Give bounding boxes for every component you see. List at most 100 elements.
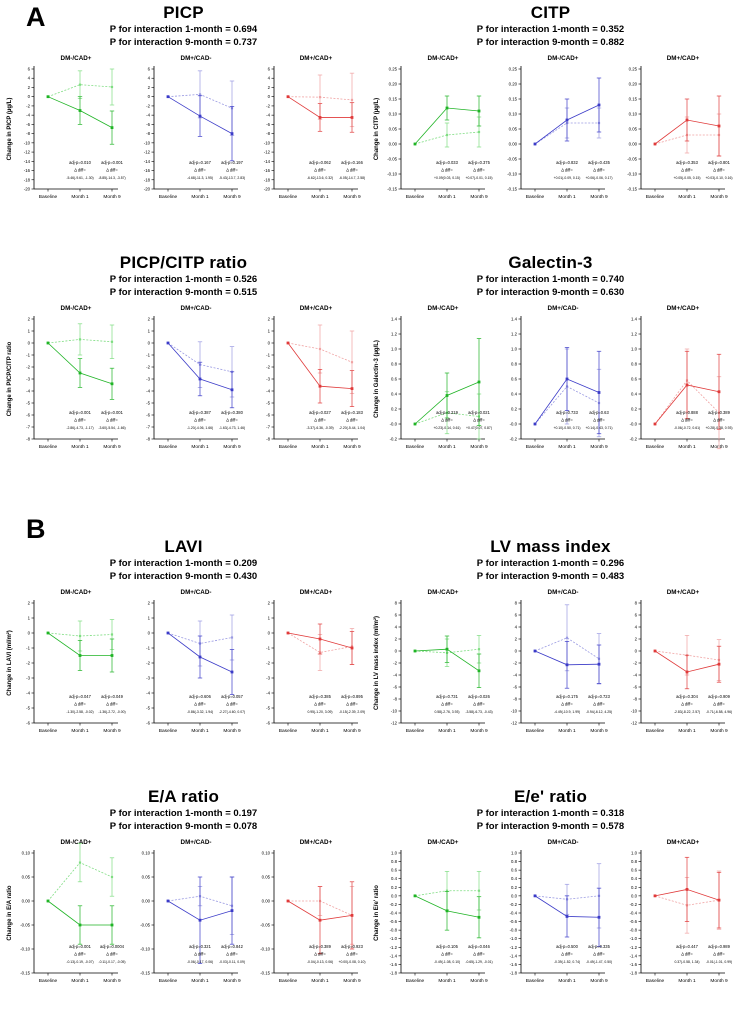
delta-diff-label: Δ diff=	[713, 702, 725, 707]
delta-diff-value: -0.39(-1.52, 0.74)	[553, 960, 579, 964]
delta-diff-value: -2.20(-5.44, 1.04)	[338, 426, 364, 430]
x-tick-label: Month 9	[590, 978, 608, 984]
y-tick-label: -2	[266, 661, 270, 666]
y-tick-label: 0.6	[511, 868, 518, 873]
subplot-title: DM-/CAD+	[60, 305, 91, 312]
y-tick-label: 1.4	[511, 317, 518, 322]
y-tick-label: 1.2	[511, 332, 518, 337]
y-tick-label: -6	[26, 721, 30, 726]
y-tick-label: -6	[26, 413, 30, 418]
subplot-row: DM-/CAD+ Change in CITP (µg/L) 0.25 0.20 0.1…	[367, 51, 734, 243]
y-tick-label: -0.2	[629, 902, 637, 907]
adj-p-annotation: adj-p=0.033	[436, 160, 458, 165]
y-tick-label: -0.10	[20, 947, 30, 952]
y-tick-label: -6	[633, 685, 637, 690]
adj-p-annotation: adj-p=0.105	[436, 944, 458, 949]
delta-diff-label: Δ diff=	[473, 952, 485, 957]
delta-diff-label: Δ diff=	[681, 168, 693, 173]
delta-diff-value: -0.49(-1.47, 0.50)	[585, 960, 611, 964]
y-tick-label: 0	[634, 649, 637, 654]
y-tick-label: -20	[143, 187, 150, 192]
y-tick-label: -0.2	[389, 902, 397, 907]
adj-p-annotation: adj-p=0.166	[341, 160, 363, 165]
subplot-row: DM-/CAD+ Change in E/e' ratio 1.0 0.8 0.6 0.4…	[367, 835, 734, 1027]
p-for-interaction-line: P for interaction 9-month = 0.430	[109, 570, 258, 582]
y-tick-label: -4	[146, 389, 150, 394]
y-tick-label: 0.00	[141, 899, 150, 904]
adj-p-annotation: adj-p=0.909	[708, 694, 730, 699]
p-for-interaction-line: P for interaction 1-month = 0.209	[109, 558, 258, 569]
delta-diff-value: +0.00(-0.08, 0.10)	[338, 960, 365, 964]
panel-b-label: B	[26, 514, 46, 544]
delta-diff-value: +0.47(0.07, 0.87)	[466, 426, 492, 430]
y-tick-label: -1.4	[509, 953, 517, 958]
y-tick-label: -1.0	[629, 936, 637, 941]
x-tick-label: Month 9	[343, 444, 361, 450]
y-tick-label: -2	[146, 661, 150, 666]
y-tick-label: -3	[266, 377, 270, 382]
delta-diff-label: Δ diff=	[314, 702, 326, 707]
y-tick-label: 1.0	[511, 347, 518, 352]
y-tick-label: -5	[26, 706, 30, 711]
y-tick-label: 0	[27, 94, 30, 99]
x-tick-label: Month 1	[71, 194, 89, 200]
delta-diff-value: -0.06(-0.72, 0.61)	[673, 426, 699, 430]
y-tick-label: 4	[147, 76, 150, 81]
y-tick-label: 0.8	[511, 859, 518, 864]
y-tick-label: -0.6	[389, 919, 397, 924]
adj-p-annotation: adj-p=0.989	[708, 944, 730, 949]
x-tick-label: Month 9	[343, 978, 361, 984]
y-tick-label: 0.6	[391, 377, 398, 382]
delta-diff-label: Δ diff=	[106, 418, 118, 423]
x-tick-label: Month 1	[311, 444, 329, 450]
y-tick-label: 0	[147, 94, 150, 99]
adj-p-annotation: adj-p=0.167	[189, 160, 211, 165]
y-tick-label: 0.4	[511, 876, 518, 881]
y-tick-label: 0.6	[391, 868, 398, 873]
y-tick-label: 1	[147, 329, 150, 334]
x-tick-label: Baseline	[525, 444, 544, 450]
delta-diff-value: -6.05(-14.7, 2.58)	[338, 176, 364, 180]
delta-diff-value: -0.15(-2.39, 2.09)	[338, 710, 364, 714]
delta-diff-value: -2.83(-8.22, 2.57)	[673, 710, 699, 714]
y-tick-label: -20	[263, 187, 270, 192]
y-tick-label: 2	[147, 85, 150, 90]
y-tick-label: -0.10	[260, 947, 270, 952]
delta-diff-value: 0.37(-0.58, 1.34)	[674, 960, 699, 964]
delta-diff-label: Δ diff=	[441, 702, 453, 707]
adj-p-annotation: adj-p=0.888	[676, 410, 698, 415]
x-tick-label: Month 1	[438, 194, 456, 200]
y-tick-label: -0.05	[387, 157, 397, 162]
y-tick-label: -1.4	[389, 953, 397, 958]
subplot-title: DM+/CAD-	[547, 589, 578, 596]
delta-diff-value: -5.46(-9.61, -1.30)	[66, 176, 93, 180]
x-tick-label: Baseline	[525, 194, 544, 200]
adj-p-annotation: adj-p=0.183	[341, 410, 363, 415]
x-tick-label: Month 1	[678, 444, 696, 450]
delta-diff-value: -6.62(-13.6, 0.32)	[306, 176, 332, 180]
adj-p-annotation: adj-p=0.385	[309, 694, 331, 699]
subplot-title: DM+/CAD+	[299, 55, 332, 62]
y-tick-label: 8	[514, 601, 517, 606]
y-tick-label: -1.2	[509, 945, 517, 950]
y-tick-label: -2	[146, 365, 150, 370]
y-tick-label: -18	[23, 177, 30, 182]
delta-diff-value: 0.95(-1.20, 3.09)	[307, 710, 332, 714]
y-tick-label: -0.15	[387, 187, 397, 192]
y-tick-label: 0.20	[628, 82, 637, 87]
y-tick-label: 1.4	[391, 317, 398, 322]
delta-diff-value: -0.03(-0.11, 0.09)	[219, 960, 245, 964]
adj-p-annotation: adj-p=0.380	[221, 410, 243, 415]
x-tick-label: Month 1	[558, 444, 576, 450]
delta-diff-value: +0.06(-0.06, 0.17)	[585, 176, 612, 180]
panel-a-groups: PICP P for interaction 1-month = 0.694 P f…	[0, 0, 735, 500]
y-tick-label: -7	[146, 425, 150, 430]
y-tick-label: -1.6	[389, 962, 397, 967]
y-tick-label: -2	[26, 365, 30, 370]
subplot-ee-ratio-1: DM+/CAD- 1.0 0.8 0.6 0.4 0.2 0.0 -0.2 -0.4 -0.6 -0…	[509, 839, 612, 984]
adj-p-annotation: adj-p=0.353	[676, 160, 698, 165]
chart-group-title: Galectin-3	[508, 253, 593, 272]
subplot-picp-2: DM+/CAD+ 6 4 2 0 -2 -4 -6 -8 -10 -12 -14 -16 -18 -20 Ba…	[263, 55, 364, 200]
adj-p-annotation: adj-p=0.723	[588, 694, 610, 699]
